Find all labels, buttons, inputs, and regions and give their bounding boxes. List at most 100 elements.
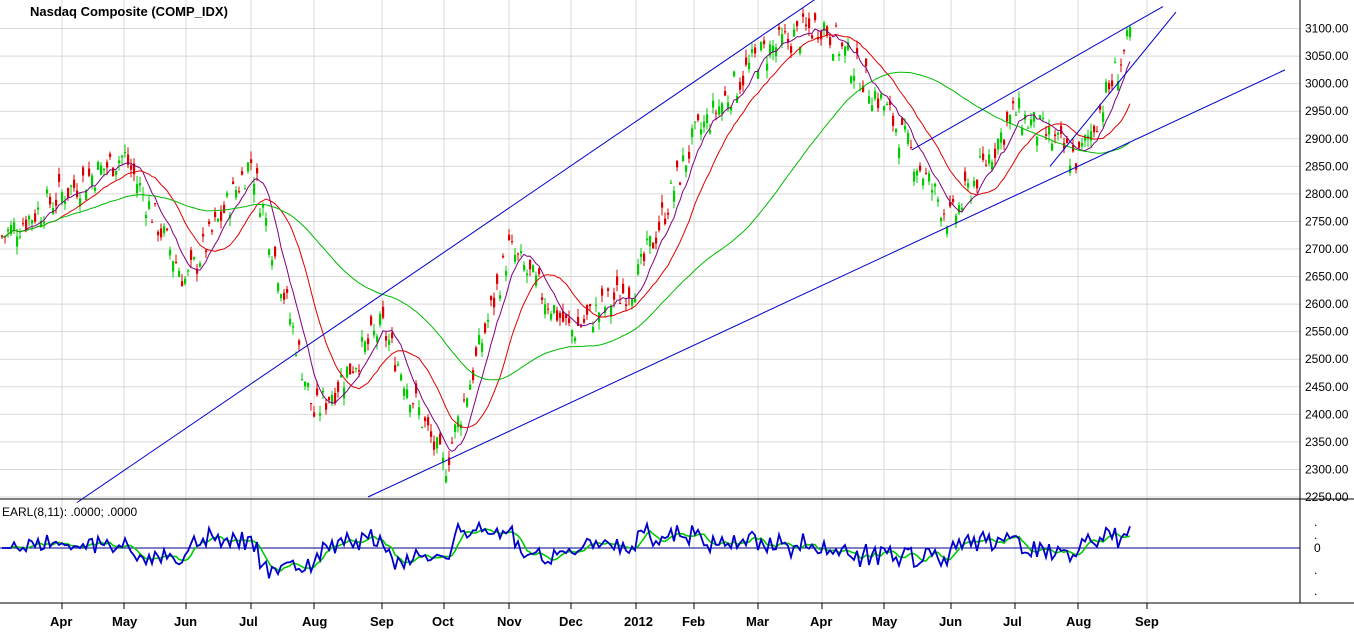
x-tick-label: Mar (746, 614, 769, 629)
candle-body (157, 231, 160, 236)
candle-body (205, 250, 208, 253)
candle-body (628, 287, 631, 298)
candle-body (472, 370, 475, 381)
candle-body (844, 46, 847, 56)
candle-body (886, 103, 889, 106)
candle-body (925, 172, 928, 174)
candle-body (1012, 101, 1015, 104)
candle-body (430, 431, 433, 437)
candle-body (943, 213, 946, 215)
candle-body (856, 48, 859, 54)
candle-body (709, 130, 712, 133)
y-tick-label: 2550.00 (1305, 325, 1349, 339)
candle-body (73, 179, 76, 188)
x-tick-label: Jun (939, 614, 962, 629)
candle-body (55, 199, 58, 206)
candle-body (769, 44, 772, 56)
candle-body (100, 165, 103, 175)
candle-body (529, 259, 532, 270)
candle-body (847, 42, 850, 50)
candle-body (424, 417, 427, 422)
candle-body (316, 388, 319, 396)
candle-body (946, 226, 949, 234)
candle-body (199, 263, 202, 267)
candle-body (238, 191, 241, 193)
indicator-tick-label: . (1314, 584, 1317, 598)
candle-body (172, 261, 175, 272)
candle-body (760, 41, 763, 51)
candle-body (601, 288, 604, 296)
candle-body (232, 181, 235, 184)
candle-body (379, 313, 382, 325)
candle-body (25, 219, 28, 231)
candle-body (280, 294, 283, 299)
y-tick-label: 2300.00 (1305, 462, 1349, 476)
candle-body (1102, 112, 1105, 122)
candle-body (550, 313, 553, 320)
candle-body (733, 71, 736, 77)
candle-body (811, 35, 814, 39)
candle-body (751, 49, 754, 53)
candle-body (862, 85, 865, 92)
x-tick-label: Feb (682, 614, 705, 629)
candle-body (646, 238, 649, 241)
candle-body (865, 58, 868, 67)
candle-body (445, 475, 448, 483)
candle-body (730, 106, 733, 111)
candle-body (190, 250, 193, 260)
candle-body (409, 405, 412, 413)
y-tick-label: 3100.00 (1305, 22, 1349, 36)
candle-body (607, 288, 610, 291)
candle-body (310, 403, 313, 405)
candle-body (289, 318, 292, 325)
candle-body (34, 213, 37, 222)
candle-body (829, 37, 832, 46)
candle-body (742, 75, 745, 86)
candle-body (808, 18, 811, 28)
candle-body (580, 325, 583, 327)
candle-body (838, 54, 841, 56)
candle-body (781, 34, 784, 45)
x-tick-label: Dec (559, 614, 583, 629)
candle-body (1096, 131, 1099, 133)
candle-body (1117, 81, 1120, 91)
candle-body (574, 337, 577, 342)
candle-body (1057, 132, 1060, 135)
candle-body (613, 292, 616, 300)
candle-body (664, 218, 667, 224)
candle-body (1018, 98, 1021, 109)
candle-body (721, 103, 724, 115)
y-tick-label: 2800.00 (1305, 187, 1349, 201)
candle-body (784, 31, 787, 33)
candle-body (274, 246, 277, 257)
candle-body (712, 100, 715, 108)
candle-body (196, 268, 199, 274)
candle-body (652, 242, 655, 249)
candle-body (328, 397, 331, 401)
x-tick-label: 2012 (624, 614, 653, 629)
candle-body (883, 106, 886, 111)
candle-body (130, 165, 133, 170)
candle-body (136, 183, 139, 194)
candle-body (634, 298, 637, 303)
candle-body (268, 249, 271, 255)
candle-body (670, 182, 673, 184)
candle-body (1114, 62, 1117, 64)
candle-body (931, 190, 934, 193)
candle-body (988, 154, 991, 164)
candle-body (589, 304, 592, 307)
candle-body (637, 264, 640, 275)
candle-body (340, 374, 343, 378)
candle-body (802, 13, 805, 17)
candle-body (514, 254, 517, 262)
candle-body (1009, 115, 1012, 124)
candle-body (220, 211, 223, 221)
candle-body (823, 22, 826, 31)
candle-body (1105, 81, 1108, 93)
y-tick-label: 2650.00 (1305, 270, 1349, 284)
candle-body (496, 274, 499, 284)
candle-body (526, 273, 529, 276)
candle-body (910, 147, 913, 149)
candle-body (355, 368, 358, 370)
candle-body (127, 154, 130, 165)
